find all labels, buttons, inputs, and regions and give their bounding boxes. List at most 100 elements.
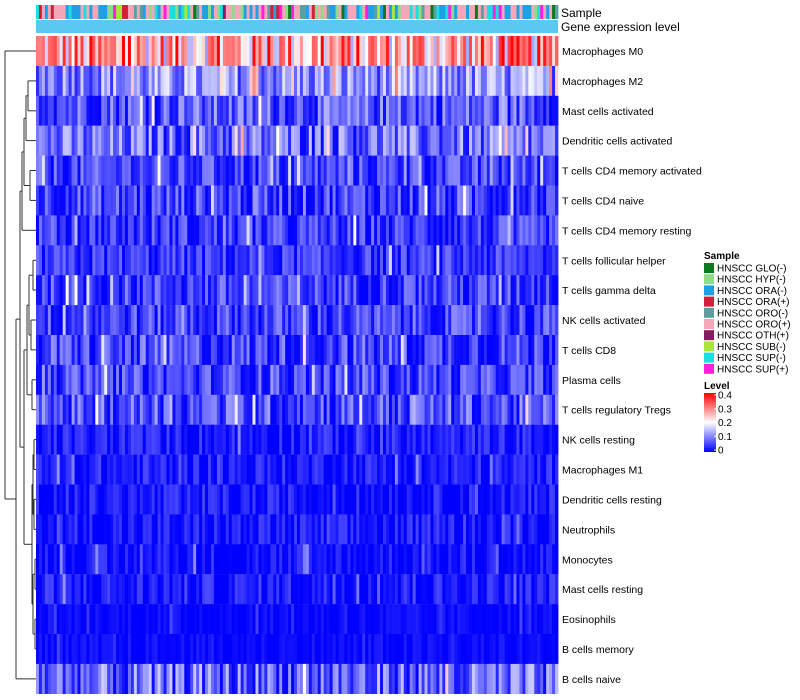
heatmap-cell xyxy=(50,215,55,246)
heatmap-cell xyxy=(101,95,105,126)
heatmap-cell xyxy=(62,95,67,126)
heatmap-cell xyxy=(323,155,328,186)
heatmap-cell xyxy=(119,95,123,126)
heatmap-cell xyxy=(270,65,274,96)
heatmap-cell xyxy=(119,125,123,156)
heatmap-cell xyxy=(56,394,61,425)
heatmap-cell xyxy=(282,335,286,366)
heatmap-cell xyxy=(163,454,167,485)
heatmap-cell xyxy=(445,36,449,67)
heatmap-cell xyxy=(50,484,55,515)
heatmap-cell xyxy=(199,424,203,455)
heatmap-cell xyxy=(41,424,46,455)
heatmap-cell xyxy=(36,663,40,694)
heatmap-cell xyxy=(326,424,331,455)
heatmap-cell xyxy=(424,215,428,246)
heatmap-cell xyxy=(285,185,289,216)
heatmap-cell xyxy=(433,305,437,336)
heatmap-cell xyxy=(139,544,144,575)
heatmap-cell xyxy=(124,454,129,485)
heatmap-cell xyxy=(50,36,55,67)
heatmap-cell xyxy=(163,36,167,67)
heatmap-cell xyxy=(276,424,280,455)
heatmap-cell xyxy=(119,215,123,246)
sample-annotation-cell xyxy=(193,5,197,19)
heatmap-cell xyxy=(288,125,292,156)
heatmap-cell xyxy=(326,155,331,186)
heatmap-cell xyxy=(486,484,491,515)
heatmap-cell xyxy=(36,275,40,306)
heatmap-cell xyxy=(187,335,191,366)
heatmap-cell xyxy=(356,394,360,425)
heatmap-cell xyxy=(44,335,49,366)
heatmap-cell xyxy=(463,574,467,605)
heatmap-cell xyxy=(380,544,384,575)
heatmap-cell xyxy=(549,95,553,126)
heatmap-cell xyxy=(486,305,491,336)
heatmap-cell xyxy=(190,95,194,126)
heatmap-cell xyxy=(127,484,132,515)
heatmap-cell xyxy=(522,514,526,545)
heatmap-cell xyxy=(279,514,283,545)
heatmap-cell xyxy=(89,484,93,515)
heatmap-cell xyxy=(299,574,304,605)
heatmap-cell xyxy=(104,574,108,605)
heatmap-cell xyxy=(124,65,129,96)
heatmap-cell xyxy=(208,125,212,156)
heatmap-cell xyxy=(130,305,135,336)
heatmap-cell xyxy=(430,394,434,425)
heatmap-cell xyxy=(50,335,55,366)
heatmap-cell xyxy=(391,95,396,126)
row-label: T cells regulatory Tregs xyxy=(562,405,671,417)
heatmap-cell xyxy=(130,634,135,665)
heatmap-cell xyxy=(498,305,503,336)
sample-annotation-cell xyxy=(302,5,307,19)
sample-annotation-cell xyxy=(385,5,390,19)
heatmap-cell xyxy=(347,454,351,485)
heatmap-cell xyxy=(92,335,96,366)
heatmap-cell xyxy=(477,484,482,515)
heatmap-cell xyxy=(531,36,535,67)
heatmap-cell xyxy=(424,364,428,395)
sample-annotation-label: Sample xyxy=(561,6,602,20)
heatmap-cell xyxy=(543,604,547,635)
heatmap-cell xyxy=(534,394,538,425)
heatmap-cell xyxy=(329,65,333,96)
heatmap-cell xyxy=(163,663,167,694)
heatmap-cell xyxy=(261,335,265,366)
heatmap-cell xyxy=(338,544,342,575)
heatmap-cell xyxy=(213,514,218,545)
heatmap-cell xyxy=(113,514,117,545)
heatmap-cell xyxy=(124,663,129,694)
heatmap-cell xyxy=(184,663,188,694)
heatmap-cell xyxy=(169,364,173,395)
heatmap-cell xyxy=(261,544,265,575)
heatmap-cell xyxy=(267,36,271,67)
heatmap-cell xyxy=(249,364,253,395)
heatmap-cell xyxy=(95,574,99,605)
heatmap-cell xyxy=(294,125,298,156)
heatmap-cell xyxy=(86,65,90,96)
heatmap-cell xyxy=(273,454,277,485)
heatmap-cell xyxy=(261,574,265,605)
heatmap-cell xyxy=(56,335,61,366)
heatmap-cell xyxy=(202,95,206,126)
sample-annotation-cell xyxy=(347,5,351,19)
heatmap-cell xyxy=(415,36,420,67)
heatmap-cell xyxy=(243,185,247,216)
heatmap-cell xyxy=(294,185,298,216)
heatmap-cell xyxy=(555,305,559,336)
heatmap-cell xyxy=(421,95,425,126)
heatmap-cell xyxy=(240,663,245,694)
heatmap-cell xyxy=(397,36,402,67)
heatmap-cell xyxy=(510,394,514,425)
heatmap-cell xyxy=(442,95,446,126)
heatmap-cell xyxy=(199,604,203,635)
heatmap-cell xyxy=(124,95,129,126)
heatmap-cell xyxy=(454,95,458,126)
heatmap-cell xyxy=(187,275,191,306)
heatmap-cell xyxy=(525,245,529,276)
heatmap-cell xyxy=(344,454,348,485)
heatmap-cell xyxy=(288,65,292,96)
heatmap-cell xyxy=(148,36,153,67)
